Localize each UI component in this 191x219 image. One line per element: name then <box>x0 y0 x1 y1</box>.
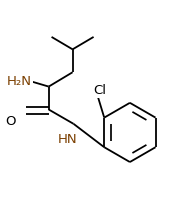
Text: H₂N: H₂N <box>7 75 32 88</box>
Text: O: O <box>5 115 16 128</box>
Text: Cl: Cl <box>93 84 106 97</box>
Text: HN: HN <box>58 133 78 146</box>
